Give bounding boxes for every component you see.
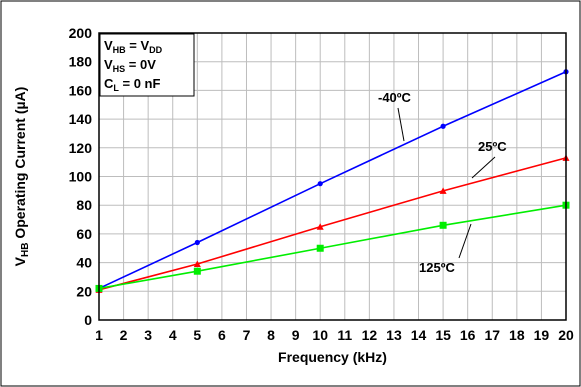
y-tick-label: 140	[69, 111, 93, 127]
x-tick-label: 18	[509, 327, 525, 343]
data-point	[440, 123, 446, 129]
x-tick-label: 5	[193, 327, 201, 343]
plot-border	[98, 32, 567, 321]
data-point	[194, 239, 200, 246]
series-layer	[95, 69, 570, 293]
y-tick-label: 100	[69, 169, 93, 185]
x-tick-label: 20	[558, 327, 574, 343]
annotations: -40ºC 25ºC 125ºC	[378, 90, 507, 275]
data-point	[193, 260, 201, 268]
x-tick-label: 19	[534, 327, 550, 343]
info-line-3: CL = 0 nF	[104, 76, 160, 93]
x-tick-label: 14	[411, 327, 427, 343]
series-label-minus40: -40ºC	[378, 90, 412, 105]
x-tick-label: 1	[95, 327, 103, 343]
y-tick-label: 60	[76, 226, 92, 242]
arrow-125	[458, 223, 472, 259]
data-point	[193, 267, 201, 275]
y-tick-label: 0	[84, 312, 92, 328]
y-axis-title: VHB Operating Current (µA)	[12, 87, 31, 267]
x-tick-labels: 1 2 3 4 5 6 7 8 9 10 11 12 13 14 15 16 17 18 19 20	[95, 327, 574, 343]
y-tick-label: 40	[76, 255, 92, 271]
y-tick-label: 120	[69, 140, 93, 156]
x-tick-label: 7	[243, 327, 251, 343]
y-tick-label: 160	[69, 82, 93, 98]
info-box-frame	[99, 33, 195, 97]
x-tick-label: 16	[460, 327, 476, 343]
series-label-125: 125ºC	[419, 260, 455, 275]
y-tick-label: 20	[76, 283, 92, 299]
x-tick-label: 4	[169, 327, 177, 343]
x-tick-label: 10	[312, 327, 328, 343]
y-tick-label: 180	[69, 54, 93, 70]
y-tick-labels: 0 20 40 60 80 100 120 140 160 180 200	[69, 25, 93, 328]
arrow-minus40	[397, 107, 405, 142]
x-tick-label: 17	[484, 327, 500, 343]
data-point	[316, 223, 324, 230]
x-tick-label: 3	[144, 327, 152, 343]
arrow-25	[471, 156, 496, 179]
y-tick-label: 80	[76, 197, 92, 213]
info-box: VHB = VDD VHS = 0V CL = 0 nF	[99, 33, 195, 97]
x-tick-label: 6	[218, 327, 226, 343]
data-point	[439, 187, 447, 194]
x-tick-label: 15	[435, 327, 451, 343]
data-point	[316, 244, 324, 252]
series-label-25: 25ºC	[478, 139, 507, 154]
x-axis-title: Frequency (kHz)	[278, 349, 387, 365]
x-tick-label: 9	[292, 327, 300, 343]
x-tick-label: 8	[267, 327, 275, 343]
x-tick-label: 2	[120, 327, 128, 343]
info-line-1: VHB = VDD	[104, 38, 163, 55]
x-tick-label: 13	[386, 327, 402, 343]
x-tick-label: 12	[362, 327, 378, 343]
y-tick-label: 200	[69, 25, 93, 41]
data-point	[317, 181, 323, 187]
x-tick-label: 11	[337, 327, 352, 343]
data-point	[439, 221, 447, 229]
info-line-2: VHS = 0V	[104, 57, 156, 74]
